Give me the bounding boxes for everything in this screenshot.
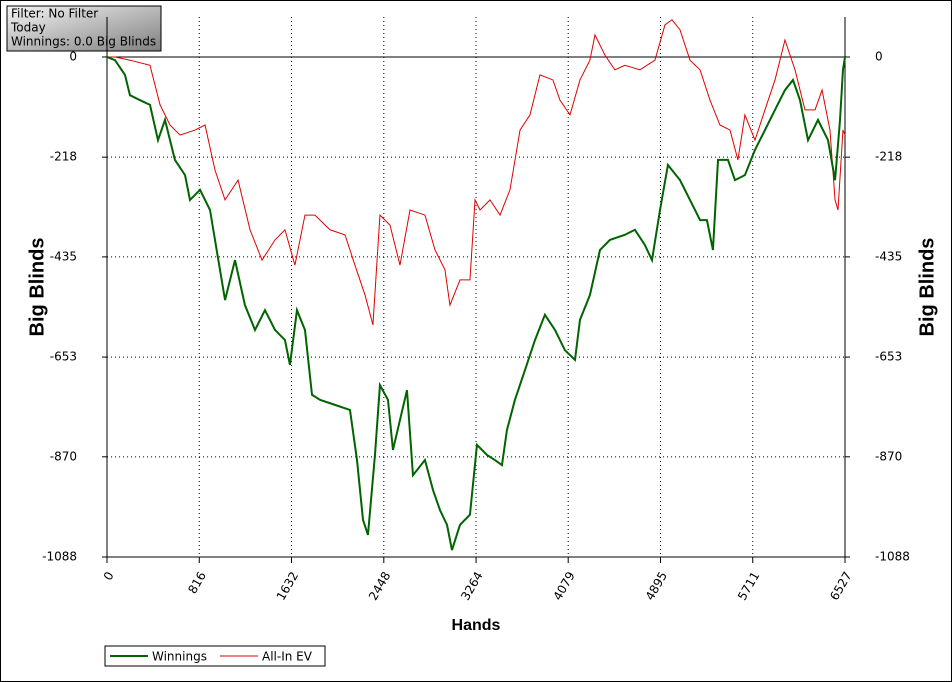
- y2-tick-label: -435: [875, 249, 902, 263]
- legend-label: Winnings: [152, 650, 207, 664]
- y2-axis-title: Big Blinds: [916, 238, 938, 337]
- legend-box: [104, 645, 326, 667]
- y-tick-label: -218: [50, 150, 77, 164]
- info-line: Filter: No Filter: [11, 7, 98, 21]
- y2-tick-label: 0: [875, 49, 883, 63]
- y-tick-label: -653: [50, 350, 77, 364]
- y2-tick-label: -653: [875, 350, 902, 364]
- y-tick-label: -435: [50, 249, 77, 263]
- y2-tick-label: -1088: [875, 550, 910, 564]
- series-line: [107, 19, 846, 326]
- y-axis-title: Big Blinds: [26, 238, 48, 337]
- y2-tick-label: -870: [875, 449, 902, 463]
- y2-tick-label: -218: [875, 150, 902, 164]
- info-box: [6, 5, 162, 52]
- series-line: [106, 56, 846, 551]
- legend: Winnings All-In EV: [104, 645, 326, 667]
- y-tick-label: 0: [69, 49, 77, 63]
- y-tick-label: -870: [50, 449, 77, 463]
- y-tick-label: -1088: [42, 550, 77, 564]
- info-line: Winnings: 0.0 Big Blinds: [11, 35, 156, 49]
- x-axis-title: Hands: [452, 617, 501, 634]
- legend-label: All-In EV: [262, 650, 313, 664]
- info-line: Today: [10, 21, 46, 35]
